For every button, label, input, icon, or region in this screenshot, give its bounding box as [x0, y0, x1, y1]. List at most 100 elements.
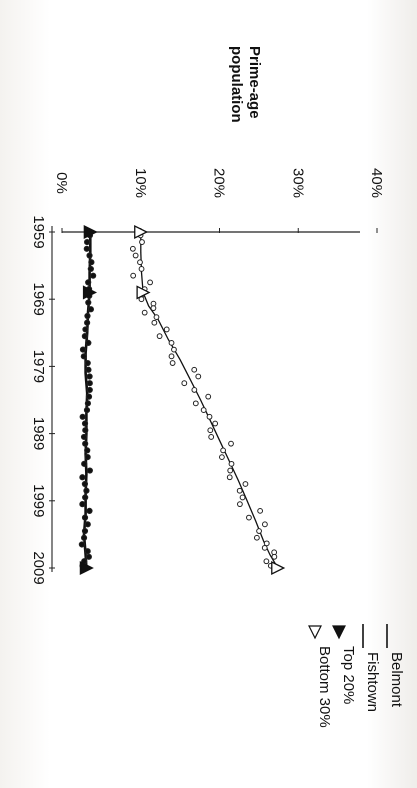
data-point: [138, 266, 145, 272]
data-point: [130, 272, 137, 279]
data-point: [84, 548, 91, 555]
data-point: [147, 279, 153, 286]
x-tick-label: 1989: [30, 417, 47, 450]
data-point: [218, 454, 225, 461]
data-point: [85, 299, 92, 306]
data-point: [220, 447, 227, 454]
data-point: [86, 507, 93, 514]
filled-triangle-marker: [82, 285, 98, 300]
data-point: [242, 481, 249, 487]
data-point: [200, 407, 207, 413]
data-point: [208, 434, 215, 440]
x-tick-label: 1959: [30, 215, 47, 248]
x-tick-label: 1969: [30, 283, 47, 316]
data-point: [239, 494, 246, 501]
data-point: [227, 467, 234, 474]
data-point: [171, 346, 177, 353]
data-point: [90, 272, 97, 279]
data-point: [84, 447, 91, 454]
data-point: [191, 366, 198, 373]
legend: Belmont Fishtown Top 20% Bottom 30%: [308, 624, 405, 728]
data-point: [169, 360, 176, 366]
data-point: [151, 319, 158, 326]
data-point: [205, 393, 212, 400]
data-point: [253, 534, 260, 541]
y-tick-label: 30%: [289, 168, 306, 198]
legend-triangle-swatch: [308, 625, 322, 640]
data-point: [83, 487, 90, 494]
data-point: [83, 406, 91, 414]
data-point: [87, 306, 95, 313]
data-point: [84, 400, 92, 407]
legend-label: Belmont: [388, 652, 405, 708]
y-tick-label: 20%: [211, 168, 228, 198]
open-triangle-marker: [271, 560, 286, 576]
y-axis-label-line: population: [228, 46, 245, 123]
data-point: [84, 521, 91, 528]
data-point: [246, 514, 252, 521]
data-point: [87, 265, 94, 273]
x-tick-label: 1979: [30, 350, 47, 383]
data-point: [78, 541, 85, 548]
data-point: [236, 487, 243, 494]
y-tick-label: 40%: [368, 168, 385, 198]
data-point: [82, 440, 89, 447]
legend-entry: Belmont: [386, 624, 405, 708]
data-point: [79, 346, 87, 353]
data-point: [79, 474, 86, 481]
legend-label: Fishtown: [364, 652, 381, 712]
data-point: [263, 558, 270, 565]
data-point: [84, 359, 91, 367]
data-point: [206, 413, 213, 420]
data-point: [80, 534, 88, 541]
data-point: [85, 279, 92, 286]
data-point: [228, 460, 235, 467]
data-point: [132, 252, 139, 259]
data-point: [81, 514, 89, 521]
data-point: [257, 507, 264, 514]
data-point: [84, 238, 91, 246]
data-point: [86, 467, 93, 474]
legend-triangle-swatch: [332, 625, 346, 640]
data-point: [81, 420, 89, 427]
data-point: [261, 544, 268, 551]
data-point: [150, 305, 157, 312]
data-point: [85, 393, 93, 400]
data-point: [86, 373, 93, 380]
data-point: [81, 527, 89, 535]
data-point: [81, 480, 89, 488]
data-point: [156, 333, 163, 340]
y-axis-label-line: Prime-age: [246, 46, 263, 119]
data-point: [195, 373, 202, 380]
series-layer: [78, 232, 279, 569]
data-point: [86, 252, 93, 259]
data-point: [82, 326, 89, 333]
data-point: [86, 380, 93, 387]
x-tick-label: 1999: [30, 484, 47, 517]
data-point: [139, 239, 145, 245]
data-point: [85, 366, 92, 373]
data-point: [80, 433, 88, 441]
data-point: [84, 312, 91, 320]
data-point: [84, 454, 91, 461]
data-point: [79, 501, 86, 508]
data-point: [80, 353, 87, 360]
x-tick-label: 2009: [30, 551, 47, 584]
data-point: [82, 427, 89, 434]
open-triangle-marker: [136, 285, 151, 300]
data-point: [141, 309, 148, 316]
legend-label: Bottom 30%: [316, 646, 333, 728]
data-point: [163, 326, 170, 333]
data-point: [262, 521, 268, 528]
data-point: [81, 460, 88, 467]
data-point: [228, 440, 234, 447]
data-point: [153, 314, 160, 321]
data-point: [271, 553, 278, 560]
data-point: [85, 339, 92, 346]
x-axis-ticks: 1959 1969 1979 1989 1999 2009: [30, 215, 55, 585]
data-point: [79, 413, 86, 420]
y-tick-label: 10%: [132, 168, 149, 198]
y-tick-label: 0%: [53, 172, 70, 194]
